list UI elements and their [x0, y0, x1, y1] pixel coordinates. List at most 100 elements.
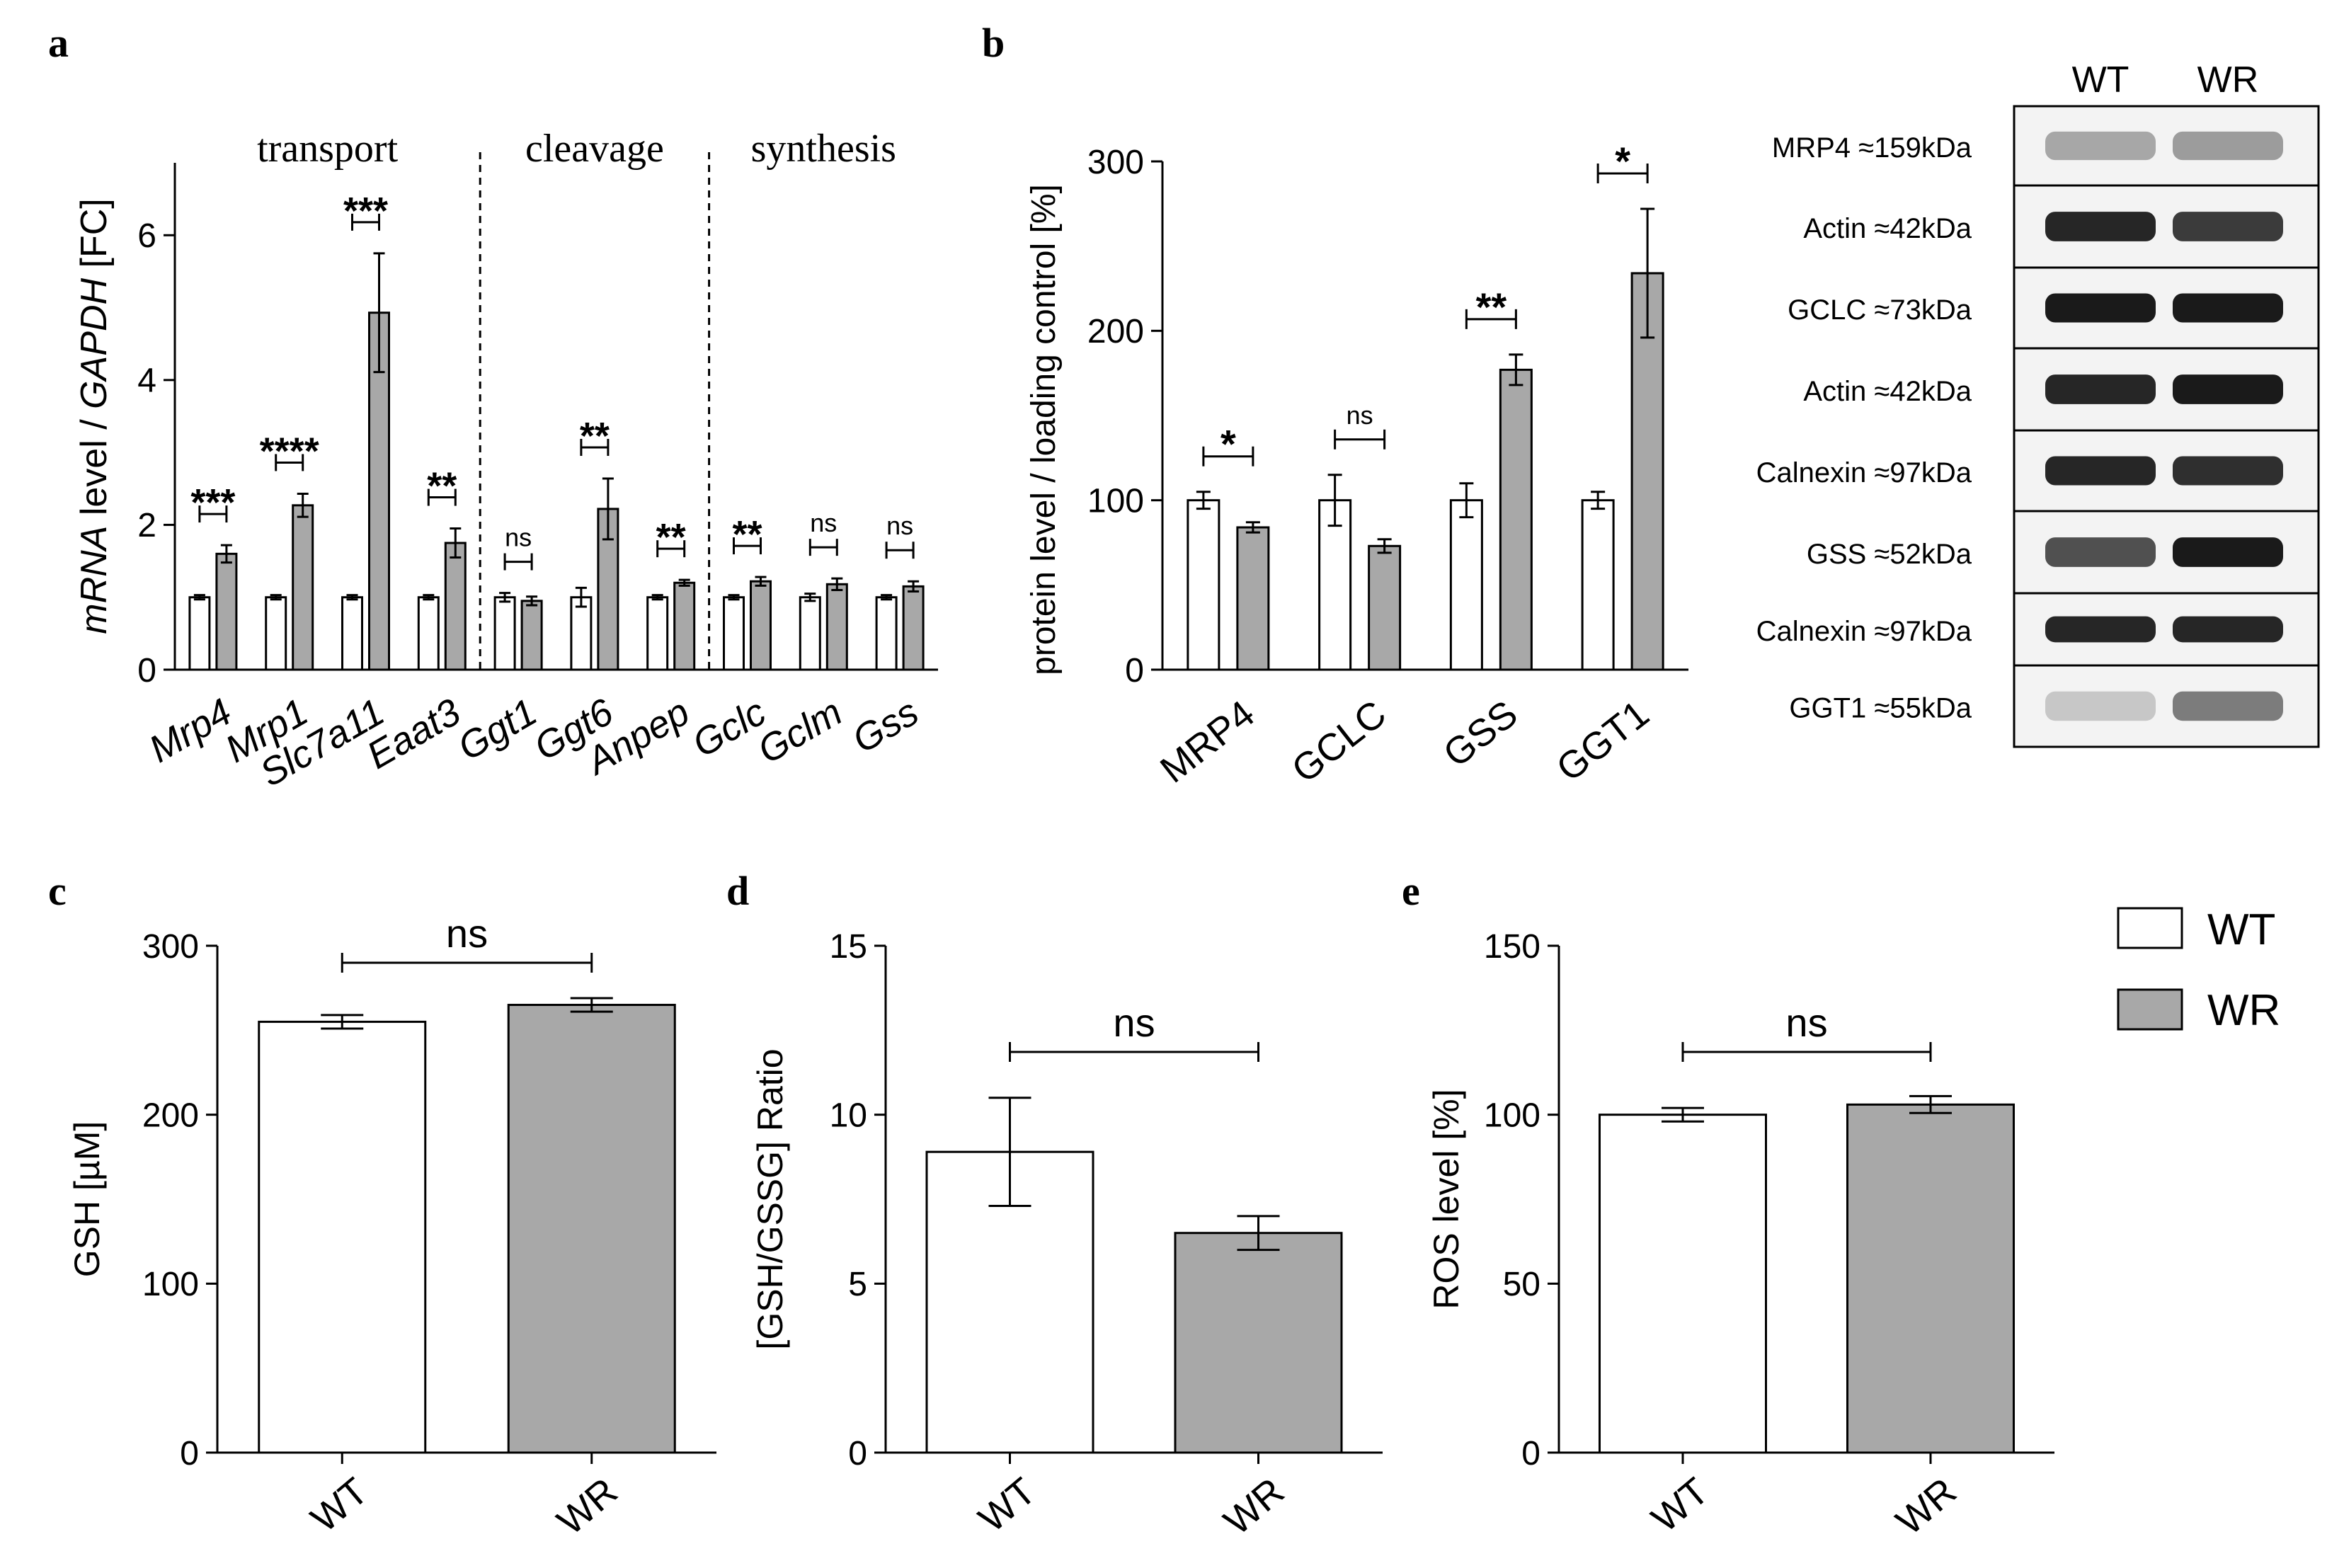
y-tick-label-d: 10	[830, 1097, 867, 1134]
y-tick-label-e: 150	[1484, 928, 1540, 966]
group-label-transport: transport	[257, 127, 399, 171]
x-tick-label-wt: WT	[1644, 1470, 1717, 1540]
bar-wt-Mrp4	[188, 596, 211, 671]
bar-wr-GCLC	[1368, 544, 1402, 671]
x-tick-label-wt: WT	[971, 1470, 1044, 1540]
significance-label: ****	[260, 430, 319, 472]
bar-wt-MRP4	[1187, 499, 1220, 671]
significance-label: ***	[190, 481, 235, 524]
bar-wt-Ggt1	[493, 596, 516, 671]
blot-band-wt	[2045, 691, 2156, 721]
bar-wt-Mrp1	[265, 596, 287, 671]
y-axis-label-e: ROS level [%]	[1427, 1089, 1466, 1309]
bar-wt-Anpep	[646, 596, 669, 671]
y-tick-label-b: 0	[1125, 652, 1144, 689]
y-tick-label-a: 0	[137, 652, 156, 689]
blot-band-wr	[2173, 691, 2283, 721]
y-tick-label-d: 5	[848, 1266, 867, 1303]
blot-band-wt	[2045, 537, 2156, 567]
blot-band-wt	[2045, 293, 2156, 323]
y-axis-label-part: mRNA	[74, 526, 115, 634]
significance-label: *	[1220, 422, 1236, 467]
chart-e: 0 50 100 150 WT WR ns ROS level [%]	[1427, 928, 2054, 1543]
y-tick-label-c: 300	[142, 928, 199, 966]
y-tick-label-e: 100	[1484, 1097, 1540, 1134]
bar-wr-Ggt1	[520, 600, 543, 671]
bar-wt-Gclc	[723, 596, 745, 671]
bar-wt-Slc7a11	[341, 596, 363, 671]
bar-wr-GGT1	[1630, 272, 1664, 671]
blot-band-wr	[2173, 293, 2283, 323]
y-tick-label-b: 200	[1087, 313, 1144, 350]
x-tick-label-wr: WR	[549, 1470, 625, 1543]
panel-label-c: c	[48, 868, 67, 914]
x-tick-label-Gss: Gss	[845, 691, 925, 762]
bar-wr-Mrp1	[292, 504, 314, 671]
y-tick-label-c: 200	[142, 1097, 199, 1134]
x-tick-label-Gclc: Gclc	[685, 691, 773, 766]
y-tick-label-a: 6	[137, 217, 156, 255]
bar-wt-GSS	[1449, 499, 1483, 671]
bar-wt-Eaat3	[417, 596, 440, 671]
x-tick-label-MRP4: MRP4	[1153, 692, 1262, 791]
panel-label-e: e	[1402, 868, 1420, 914]
y-tick-label-d: 0	[848, 1435, 867, 1472]
significance-label: ns	[1113, 1000, 1155, 1045]
y-axis-label-d: [GSH/GSSG] Ratio	[750, 1048, 790, 1349]
legend: WT WR	[2117, 905, 2280, 1035]
legend-wr-swatch	[2117, 988, 2183, 1031]
bar-wr-MRP4	[1236, 526, 1270, 671]
y-axis-label-b: protein level / loading control [%]	[1025, 184, 1063, 675]
significance-label: **	[732, 513, 762, 556]
blot-band-wt	[2045, 456, 2156, 486]
y-tick-label-a: 4	[137, 362, 156, 400]
bar-wr-Mrp4	[215, 552, 238, 671]
bar-wt-Gclm	[799, 596, 821, 671]
significance-label: ns	[810, 508, 837, 537]
chart-c: 0 100 200 300 WT WR ns GSH [µM]	[67, 911, 716, 1543]
blot-row-label: Calnexin ≈97kDa	[1756, 457, 1972, 488]
legend-wt-label: WT	[2207, 905, 2275, 954]
chart-b: 0 100 200 300 * MRP4 ns GCLC ** GSS * GGT1 protein l…	[1025, 139, 1688, 791]
blot-band-wt	[2045, 374, 2156, 404]
blot-row-label: GSS ≈52kDa	[1807, 539, 1972, 570]
significance-label: **	[580, 415, 610, 457]
bar-wr-Anpep	[673, 581, 696, 671]
blot-band-wt	[2045, 212, 2156, 241]
bar-wt-Gss	[875, 596, 898, 671]
significance-label: ns	[1347, 401, 1373, 430]
significance-label: **	[427, 465, 457, 508]
blot-row-label: Actin ≈42kDa	[1803, 213, 1972, 244]
bar-wt	[258, 1020, 427, 1454]
significance-label: ***	[343, 190, 388, 232]
chart-d: 0 5 10 15 WT WR ns [GSH/GSSG] Ratio	[750, 928, 1383, 1543]
bar-wt-Ggt6	[570, 596, 593, 671]
blot-band-wr	[2173, 537, 2283, 567]
blot-band-wr	[2173, 616, 2283, 643]
panel-label-a: a	[48, 20, 69, 66]
bar-wr-Gclc	[750, 580, 772, 671]
western-blot: WT WR MRP4 ≈159kDa Actin ≈42kDa GCLC ≈73kDa A…	[1756, 59, 2320, 748]
bar-wr-Slc7a11	[368, 311, 390, 671]
y-axis-label-part: GAPDH	[74, 278, 115, 409]
bar-wr	[1174, 1232, 1343, 1454]
lane-label-wt: WT	[2072, 59, 2129, 101]
x-tick-label-GGT1: GGT1	[1549, 692, 1657, 790]
blot-row	[2013, 105, 2320, 187]
blot-row-label: GCLC ≈73kDa	[1788, 294, 1972, 326]
significance-label: ns	[1785, 1000, 1827, 1045]
x-tick-label-Gclm: Gclm	[750, 691, 849, 772]
y-tick-label-d: 15	[830, 928, 867, 966]
y-axis-label-a: mRNA level / GAPDH [FC]	[74, 198, 115, 634]
blot-band-wt	[2045, 131, 2156, 161]
x-tick-label-wr: WR	[1888, 1470, 1964, 1543]
blot-band-wt	[2045, 616, 2156, 643]
significance-label: **	[656, 516, 686, 559]
blot-row-label: Actin ≈42kDa	[1803, 376, 1972, 407]
y-axis-label-part: level /	[74, 409, 115, 526]
y-tick-label-e: 0	[1521, 1435, 1540, 1472]
group-label-synthesis: synthesis	[751, 127, 896, 171]
panel-label-b: b	[982, 20, 1005, 66]
bar-wr-Eaat3	[444, 542, 467, 671]
